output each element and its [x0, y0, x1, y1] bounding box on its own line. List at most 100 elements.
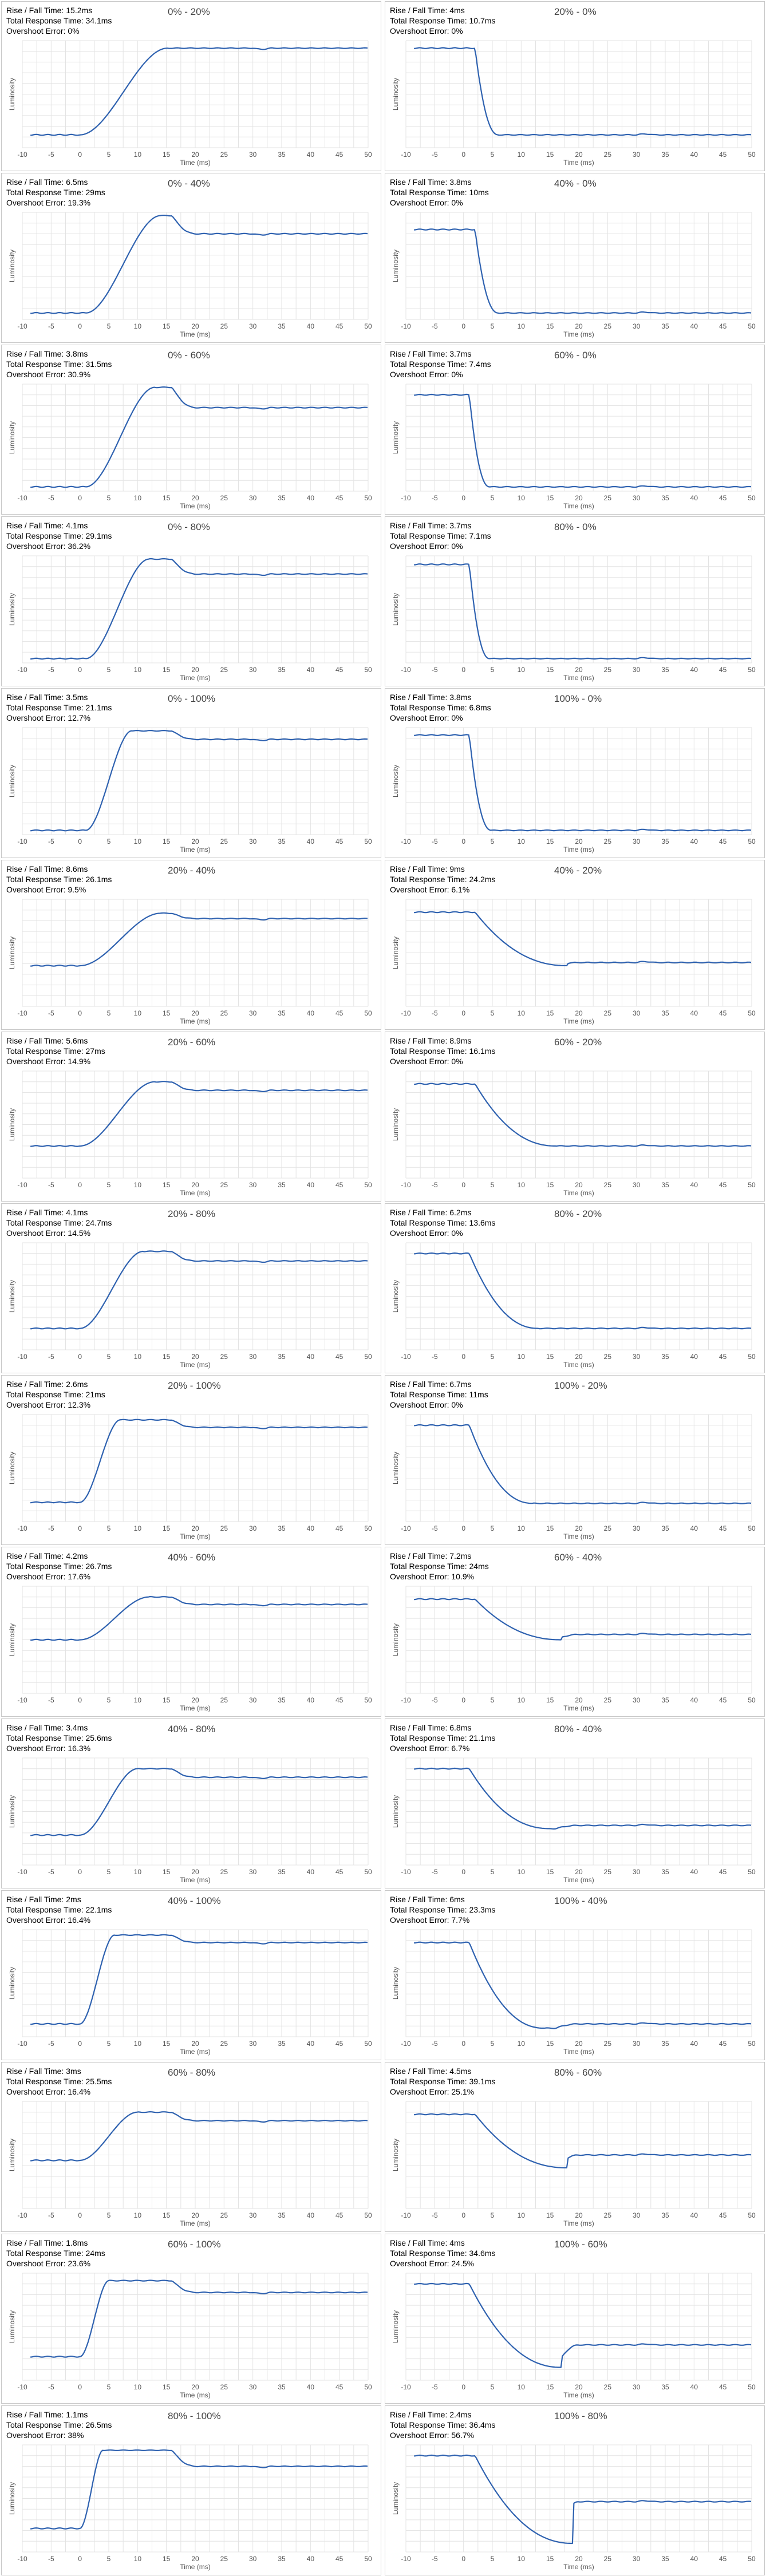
x-tick-label: -5 — [432, 837, 438, 846]
y-axis-label: Luminosity — [392, 421, 400, 454]
line-chart: -10 -5 0 5 10 15 20 25 30 35 40 45 50 Time (ms) Lumino… — [392, 2101, 756, 2227]
x-tick-label: -10 — [401, 151, 411, 159]
x-tick-label: 5 — [107, 1524, 111, 1532]
line-chart: -10 -5 0 5 10 15 20 25 30 35 40 45 50 Time (ms) Lumino… — [8, 40, 372, 167]
x-axis-label: Time (ms) — [563, 1532, 594, 1540]
x-tick-label: 15 — [546, 2383, 554, 2391]
overshoot-error: Overshoot Error: 0% — [390, 1228, 463, 1238]
series-line — [30, 1250, 368, 1330]
x-tick-label: 40 — [307, 1353, 315, 1361]
overshoot-error: Overshoot Error: 6.1% — [390, 885, 470, 894]
x-tick-label: 40 — [307, 151, 315, 159]
overshoot-error: Overshoot Error: 14.9% — [6, 1057, 91, 1066]
x-tick-label: 40 — [307, 837, 315, 846]
series-line — [30, 729, 368, 832]
x-tick-label: -10 — [17, 1524, 27, 1532]
x-tick-label: 10 — [518, 1009, 526, 1017]
chart-title: 0% - 40% — [168, 178, 210, 189]
x-tick-label: -10 — [401, 1524, 411, 1532]
rise-fall-time: Rise / Fall Time: 6.8ms — [390, 1723, 472, 1732]
x-tick-label: 45 — [719, 151, 727, 159]
chart-panel: -10 -5 0 5 10 15 20 25 30 35 40 45 50 Time (ms) Lumino… — [1, 1375, 381, 1545]
x-tick-label: 40 — [690, 494, 698, 502]
x-tick-label: 5 — [107, 837, 111, 846]
x-tick-label: 15 — [546, 1353, 554, 1361]
stats-block: Rise / Fall Time: 6ms Total Response Time… — [390, 1894, 495, 1925]
rise-fall-time: Rise / Fall Time: 9ms — [390, 864, 465, 874]
x-tick-label: 50 — [364, 1009, 372, 1017]
y-axis-label: Luminosity — [8, 250, 16, 282]
line-chart: -10 -5 0 5 10 15 20 25 30 35 40 45 50 Time (ms) Lumino… — [8, 1070, 372, 1197]
x-tick-label: 20 — [191, 1181, 199, 1189]
x-tick-label: 45 — [719, 666, 727, 674]
x-tick-label: 5 — [107, 2040, 111, 2048]
x-tick-label: 45 — [335, 1868, 343, 1876]
line-chart: -10 -5 0 5 10 15 20 25 30 35 40 45 50 Time (ms) Lumino… — [392, 1586, 756, 1712]
x-tick-label: 45 — [719, 1353, 727, 1361]
total-response-time: Total Response Time: 7.4ms — [390, 359, 491, 369]
x-tick-label: 15 — [163, 1696, 171, 1704]
x-tick-label: 20 — [575, 2040, 583, 2048]
chart-panel: -10 -5 0 5 10 15 20 25 30 35 40 45 50 Time (ms) Lumino… — [385, 173, 765, 343]
y-axis-label: Luminosity — [392, 1108, 400, 1141]
x-tick-label: 40 — [690, 322, 698, 330]
x-tick-label: 50 — [748, 1524, 756, 1532]
x-tick-label: -10 — [17, 837, 27, 846]
x-tick-label: 20 — [575, 151, 583, 159]
chart-title: 20% - 40% — [168, 865, 216, 876]
x-tick-label: 0 — [78, 151, 82, 159]
rise-fall-time: Rise / Fall Time: 4.2ms — [6, 1551, 88, 1560]
series-line — [414, 2113, 752, 2168]
line-chart: -10 -5 0 5 10 15 20 25 30 35 40 45 50 Time (ms) Lumino… — [392, 727, 756, 854]
x-tick-label: 35 — [661, 1353, 669, 1361]
x-tick-label: 30 — [633, 1353, 641, 1361]
x-tick-label: 40 — [690, 1353, 698, 1361]
x-tick-label: 40 — [690, 1696, 698, 1704]
line-chart: -10 -5 0 5 10 15 20 25 30 35 40 45 50 Time (ms) Lumino… — [8, 1929, 372, 2056]
x-tick-label: 35 — [278, 2383, 286, 2391]
chart-title: 100% - 0% — [554, 693, 602, 704]
x-tick-label: -5 — [48, 2383, 54, 2391]
total-response-time: Total Response Time: 6.8ms — [390, 703, 491, 712]
x-tick-label: 15 — [546, 322, 554, 330]
x-axis-label: Time (ms) — [180, 1189, 211, 1197]
chart-title: 60% - 40% — [554, 1552, 602, 1563]
overshoot-error: Overshoot Error: 0% — [390, 1057, 463, 1066]
stats-block: Rise / Fall Time: 6.5ms Total Response Ti… — [6, 177, 105, 208]
chart-title: 40% - 0% — [554, 178, 597, 189]
x-tick-label: 10 — [134, 2211, 142, 2219]
x-tick-label: 25 — [220, 1009, 228, 1017]
x-tick-label: 45 — [719, 2555, 727, 2563]
x-tick-label: 0 — [78, 2040, 82, 2048]
x-tick-label: 25 — [604, 2383, 612, 2391]
x-axis-label: Time (ms) — [563, 2391, 594, 2399]
total-response-time: Total Response Time: 36.4ms — [390, 2420, 496, 2429]
rise-fall-time: Rise / Fall Time: 4.1ms — [6, 521, 88, 530]
line-chart: -10 -5 0 5 10 15 20 25 30 35 40 45 50 Time (ms) Lumino… — [8, 2273, 372, 2399]
x-tick-label: 10 — [518, 2383, 526, 2391]
x-tick-label: 50 — [364, 666, 372, 674]
line-chart: -10 -5 0 5 10 15 20 25 30 35 40 45 50 Time (ms) Lumino… — [8, 2444, 372, 2571]
chart-title: 0% - 20% — [168, 6, 210, 17]
chart-panel: -10 -5 0 5 10 15 20 25 30 35 40 45 50 Time (ms) Lumino… — [385, 1890, 765, 2060]
x-tick-label: 50 — [748, 1868, 756, 1876]
x-tick-label: 35 — [278, 1868, 286, 1876]
stats-block: Rise / Fall Time: 2ms Total Response Time… — [6, 1894, 112, 1925]
chart-panel: -10 -5 0 5 10 15 20 25 30 35 40 45 50 Time (ms) Lumino… — [1, 1, 381, 171]
chart-title: 80% - 40% — [554, 1724, 602, 1735]
x-tick-label: 20 — [191, 837, 199, 846]
x-tick-label: 35 — [278, 322, 286, 330]
x-tick-label: 40 — [690, 2211, 698, 2219]
x-tick-label: 45 — [335, 2211, 343, 2219]
stats-block: Rise / Fall Time: 7.2ms Total Response Ti… — [390, 1551, 489, 1582]
total-response-time: Total Response Time: 23.3ms — [390, 1905, 496, 1914]
x-tick-label: 20 — [191, 1009, 199, 1017]
x-tick-label: 5 — [107, 494, 111, 502]
x-tick-label: 25 — [220, 322, 228, 330]
x-tick-label: 25 — [604, 151, 612, 159]
x-tick-label: 10 — [518, 1868, 526, 1876]
x-tick-label: 10 — [518, 1524, 526, 1532]
rise-fall-time: Rise / Fall Time: 7.2ms — [390, 1551, 472, 1560]
x-tick-label: -10 — [17, 2211, 27, 2219]
x-tick-label: 50 — [364, 494, 372, 502]
